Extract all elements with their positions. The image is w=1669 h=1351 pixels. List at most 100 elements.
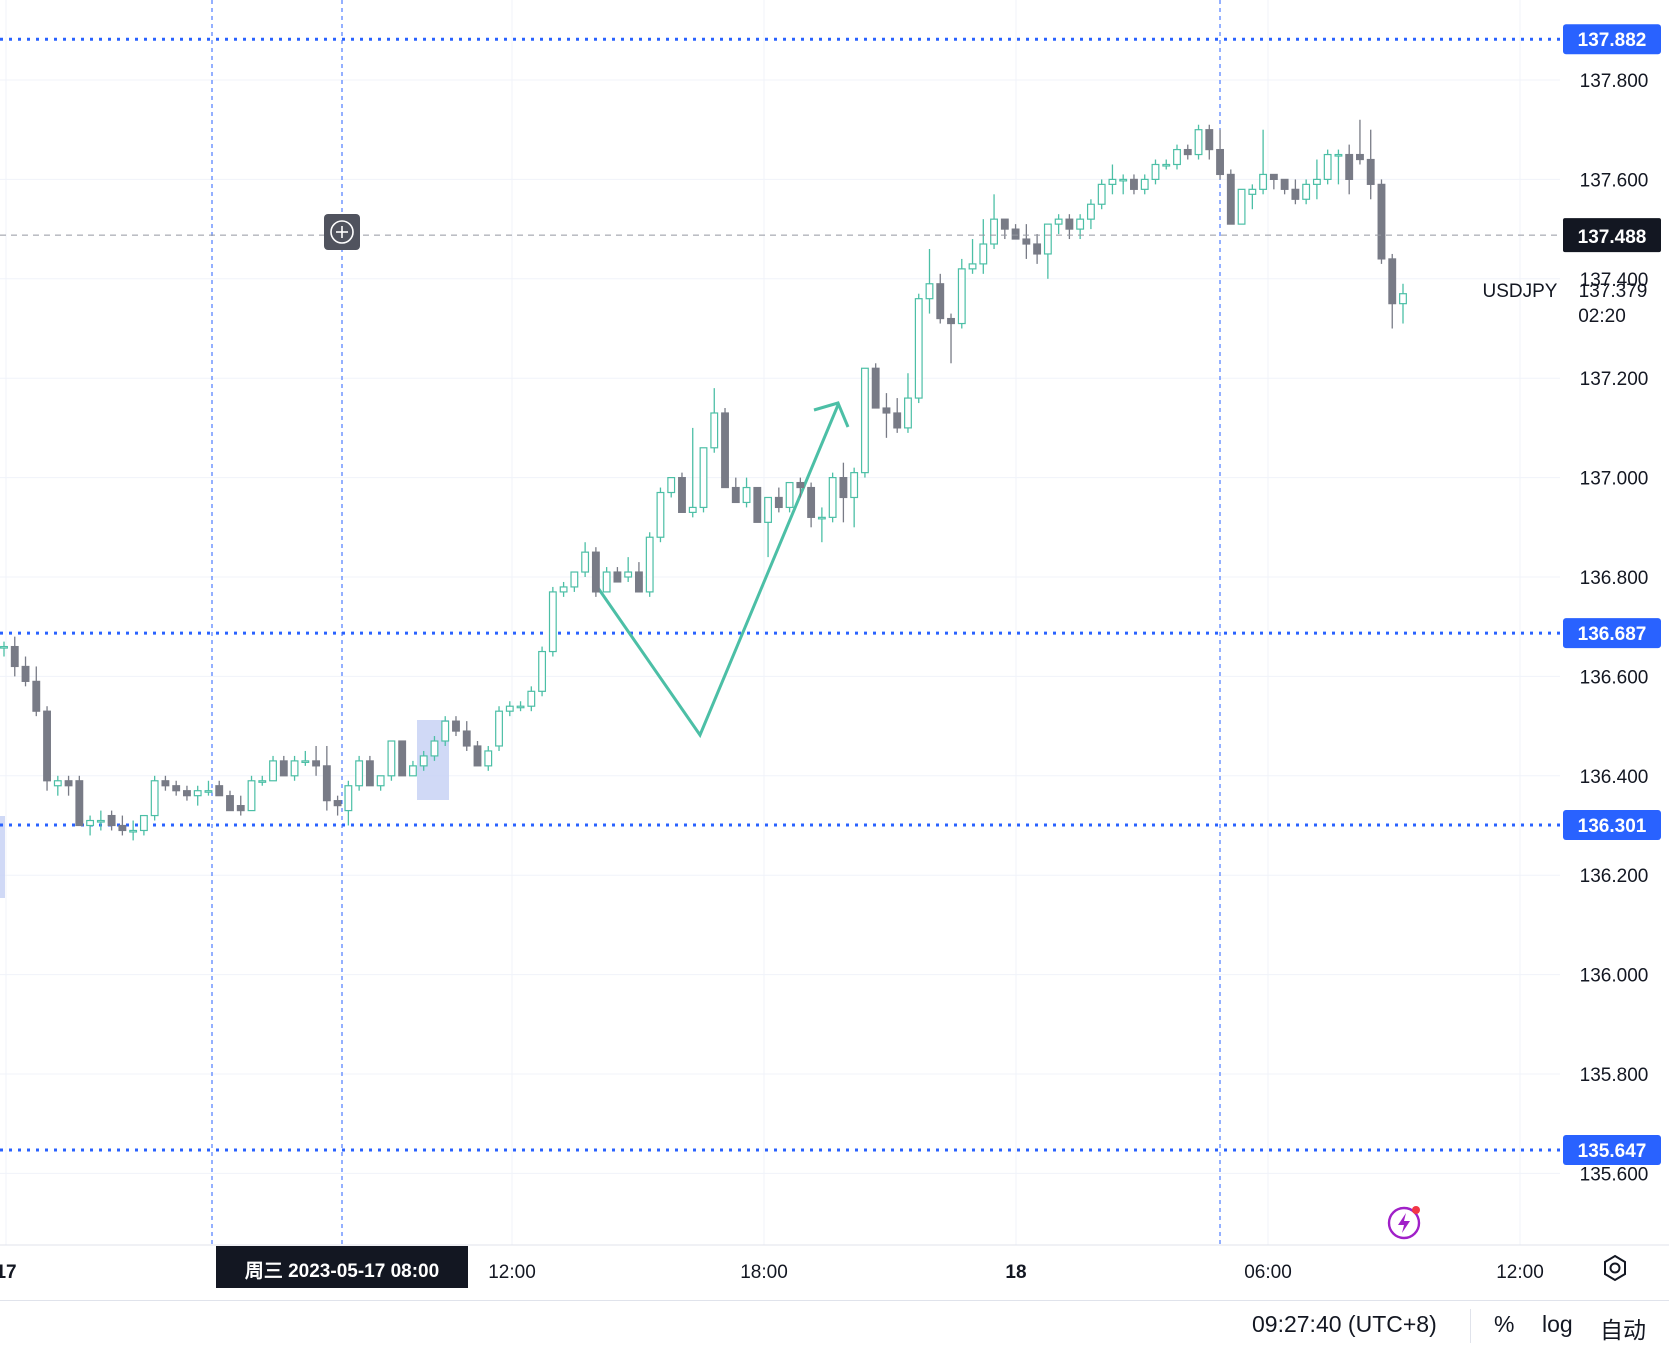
candle-body: [96, 819, 105, 823]
arrow-head: [813, 401, 850, 428]
candle-body: [990, 218, 998, 245]
candle-body: [1162, 163, 1171, 167]
candle-body: [441, 720, 450, 742]
candle-body: [473, 745, 482, 767]
candle-body: [1280, 178, 1289, 190]
candle-body: [1366, 158, 1375, 185]
candle-body: [1054, 218, 1063, 225]
price-chart[interactable]: 137.800 137.600 137.400 137.200 137.000 136.8…: [0, 0, 1669, 1300]
price-tick-label: 135.800: [1580, 1065, 1649, 1086]
candle-body: [322, 765, 331, 802]
time-axis[interactable]: 17 12:00 18:00 18 06:00 12:00 周三 2023-05-17 08…: [0, 1246, 1544, 1288]
candle-body: [1022, 238, 1031, 245]
level-tag-label: 137.882: [1578, 30, 1647, 51]
candle-body: [688, 506, 697, 513]
candle-body: [548, 591, 557, 653]
level-tag: [1563, 24, 1661, 55]
candle-body: [904, 397, 912, 429]
chart-settings-button[interactable]: [1601, 1254, 1629, 1282]
candle-body: [1269, 173, 1278, 180]
candle-body: [258, 780, 267, 783]
candle-body: [1108, 178, 1117, 185]
log-scale-toggle[interactable]: log: [1542, 1311, 1573, 1337]
price-axis[interactable]: 137.800 137.600 137.400 137.200 137.000 136.8…: [1483, 24, 1662, 1185]
price-tick-label: 137.800: [1580, 71, 1649, 92]
candle-body: [1076, 218, 1085, 230]
candle-body: [936, 283, 945, 320]
candle-body: [1226, 173, 1235, 225]
candle-body: [957, 268, 966, 325]
candle-body: [538, 650, 547, 692]
candle-body: [1173, 148, 1181, 166]
candle-body: [21, 665, 30, 682]
candle-body: [312, 760, 321, 767]
plus-circle-icon: [330, 220, 354, 244]
candle-body: [710, 412, 719, 449]
price-tick-label: 136.600: [1580, 667, 1649, 688]
crosshair-time-label: 周三 2023-05-17 08:00: [245, 1260, 439, 1282]
highlight-box: [0, 816, 5, 898]
candle-body: [236, 805, 245, 812]
auto-scale-toggle[interactable]: 自动: [1600, 1317, 1646, 1343]
candle-body: [925, 283, 934, 300]
candle-body: [409, 765, 417, 777]
candle-body: [172, 785, 181, 792]
candle-body: [807, 486, 816, 518]
candle-body: [721, 412, 729, 489]
candle-body: [1323, 153, 1332, 181]
time-tick-label: 17: [0, 1262, 17, 1283]
candle-body: [753, 486, 762, 523]
candle-body: [32, 680, 41, 712]
time-tick-label: 18: [1005, 1262, 1026, 1283]
lightning-icon: [1387, 1206, 1421, 1240]
candle-body: [1399, 293, 1407, 305]
candle-body: [398, 740, 407, 777]
candle-body: [269, 760, 277, 782]
add-crosshair-button[interactable]: [324, 214, 360, 250]
candle-body: [1033, 243, 1042, 255]
lightning-alert-button[interactable]: [1386, 1204, 1422, 1240]
candle-body: [699, 447, 708, 509]
candle-body: [968, 263, 977, 270]
candle-body: [139, 814, 148, 832]
candle-body: [1140, 178, 1149, 190]
candle-body: [656, 491, 665, 538]
clock-timezone[interactable]: 09:27:40 (UTC+8): [1252, 1311, 1437, 1337]
candle-body: [947, 317, 955, 325]
candle-body: [43, 710, 51, 782]
level-tag: [1563, 618, 1661, 649]
candle-body: [602, 571, 611, 593]
candle-body: [764, 496, 773, 523]
zigzag-arrow-drawing[interactable]: [594, 401, 850, 739]
candle-body: [462, 730, 471, 747]
candle-body: [355, 760, 364, 787]
candle-body: [742, 486, 751, 504]
zigzag-line[interactable]: [594, 404, 840, 739]
symbol-label: USDJPY: [1483, 281, 1558, 302]
candle-body: [129, 829, 138, 833]
candle-body: [64, 780, 73, 787]
candle-body: [10, 645, 19, 668]
candle-body: [376, 775, 385, 787]
candle-body: [183, 790, 191, 797]
candle-body: [559, 586, 568, 593]
candle-body: [871, 367, 880, 409]
candle-body: [333, 800, 342, 807]
candle-body: [1097, 183, 1106, 205]
candle-body: [1151, 163, 1160, 181]
price-tick-label: 136.000: [1580, 966, 1649, 987]
candle-body: [1000, 218, 1009, 230]
chart-footer: 09:27:40 (UTC+8) % log 自动: [0, 1300, 1669, 1351]
candle-body: [914, 298, 923, 399]
candle-body: [1334, 153, 1343, 157]
candle-body: [1345, 153, 1354, 181]
price-tick-label: 136.800: [1580, 568, 1649, 589]
candle-body: [613, 571, 622, 583]
candle-body: [150, 780, 159, 817]
candle-body: [1205, 129, 1214, 151]
level-tag-label: 136.687: [1578, 624, 1647, 645]
candle-body: [850, 472, 859, 499]
time-tick-label: 18:00: [740, 1262, 788, 1283]
candle-body: [1302, 183, 1311, 200]
percent-scale-toggle[interactable]: %: [1494, 1311, 1515, 1337]
